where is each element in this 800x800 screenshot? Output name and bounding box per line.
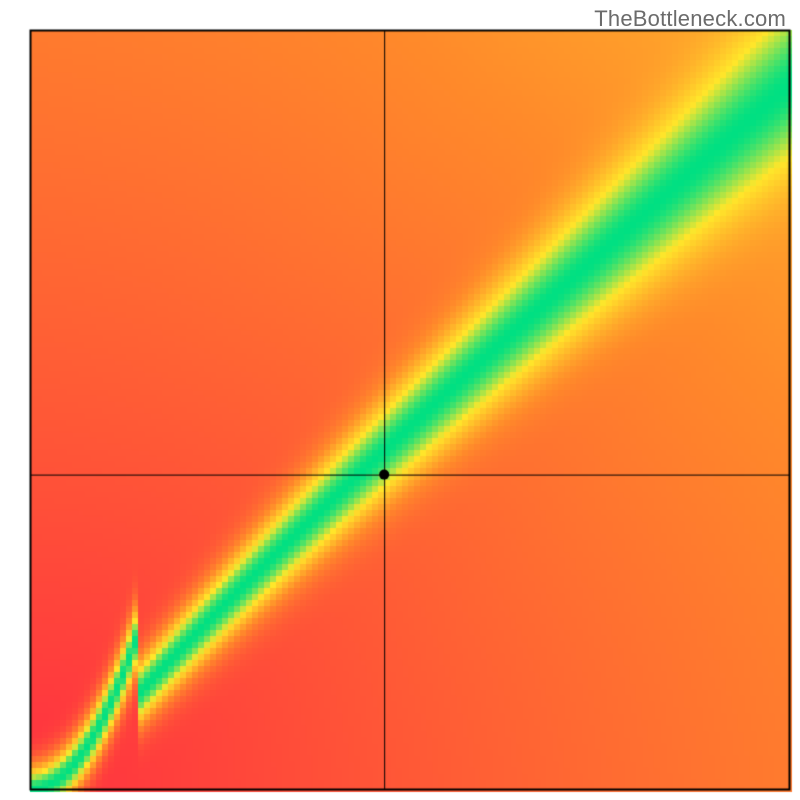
heatmap-canvas [0,0,800,800]
chart-container: TheBottleneck.com [0,0,800,800]
watermark-text: TheBottleneck.com [594,6,786,32]
